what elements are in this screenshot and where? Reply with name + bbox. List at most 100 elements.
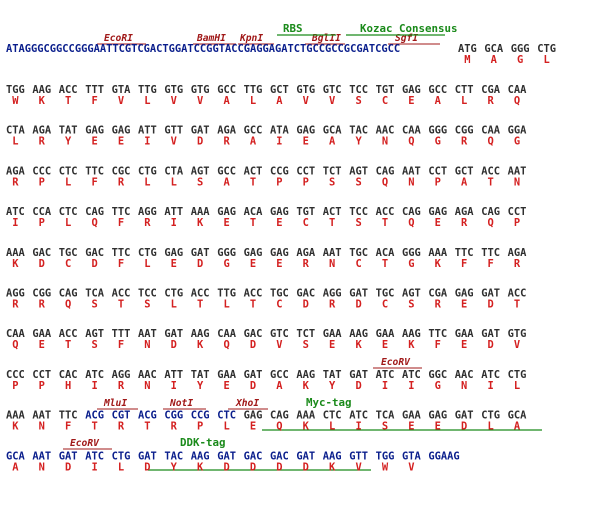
codon: CCG — [191, 410, 210, 422]
codon: CGG — [455, 125, 474, 137]
codon: GAT — [349, 369, 368, 381]
amino-acid: Q — [514, 95, 520, 107]
amino-acid: F — [118, 339, 124, 351]
codon: TTC — [85, 165, 104, 177]
codon: CTG — [138, 247, 157, 259]
amino-acid: E — [435, 217, 441, 229]
codon: AGT — [191, 165, 210, 177]
amino-acid: D — [303, 461, 309, 473]
restriction-site-underlines — [63, 43, 440, 450]
amino-acid: R — [223, 136, 230, 148]
amino-acid: R — [39, 299, 46, 311]
codon: GCT — [270, 84, 289, 96]
codon: AAA — [6, 247, 26, 259]
codon: AAG — [323, 450, 342, 462]
amino-acid: D — [91, 258, 97, 270]
myc-tag-label: Myc-tag — [306, 396, 352, 409]
amino-acid: D — [355, 380, 361, 392]
amino-acid: Y — [329, 380, 336, 392]
codon: GGAAG — [428, 450, 459, 462]
amino-acid: D — [250, 380, 256, 392]
codon: GAC — [244, 450, 263, 462]
codon: GGG — [217, 247, 236, 259]
codon: CTG — [481, 410, 500, 422]
codon: GAG — [112, 125, 131, 137]
amino-acid: G — [435, 380, 441, 392]
codon: ATT — [138, 125, 157, 137]
amino-acid: K — [329, 461, 336, 473]
amino-acid: F — [91, 176, 97, 188]
codon: AAG — [191, 328, 210, 340]
codon: TGT — [376, 84, 395, 96]
amino-acid: L — [487, 421, 493, 433]
codon: CCC — [6, 369, 25, 381]
amino-acid: K — [408, 339, 415, 351]
amino-acid: E — [461, 339, 467, 351]
amino-acid: T — [144, 421, 150, 433]
amino-acid: R — [171, 421, 178, 433]
ecori-label: EcoRI — [104, 33, 133, 44]
codon: GAA — [32, 328, 52, 340]
amino-acid: R — [118, 380, 125, 392]
amino-acid: Y — [197, 380, 204, 392]
codon: GCA — [484, 43, 504, 55]
codon: ACC — [59, 328, 78, 340]
amino-acid: R — [144, 217, 151, 229]
codon: GAC — [244, 328, 263, 340]
codon: AAT — [402, 165, 421, 177]
codon: ACC — [508, 288, 527, 300]
amino-acid: L — [65, 217, 71, 229]
amino-acid: V — [197, 95, 203, 107]
amino-acid: E — [276, 217, 282, 229]
codon: ACT — [323, 206, 342, 218]
amino-acid: L — [144, 258, 150, 270]
amino-acid: C — [303, 217, 309, 229]
amino-acid: A — [461, 176, 468, 188]
amino-acid: E — [408, 95, 414, 107]
codon: GTT — [349, 450, 368, 462]
codon: CTG — [164, 288, 183, 300]
codon: CAA — [402, 125, 422, 137]
amino-acid: I — [171, 217, 177, 229]
codon: CTC — [59, 206, 78, 218]
codon: CTG — [138, 165, 157, 177]
codon: ACT — [244, 165, 263, 177]
amino-acid: C — [355, 258, 361, 270]
codon: ACC — [376, 206, 395, 218]
codon: GAG — [217, 206, 236, 218]
codon: ACG — [85, 410, 104, 422]
amino-acid: A — [12, 461, 19, 473]
codon: ATC — [85, 450, 104, 462]
amino-acid: L — [329, 421, 335, 433]
codon: AGA — [6, 165, 26, 177]
amino-acid: Y — [171, 461, 178, 473]
codon: CGT — [112, 410, 131, 422]
amino-acid: S — [355, 95, 361, 107]
amino-acid: L — [65, 176, 71, 188]
amino-acid: V — [171, 136, 177, 148]
amino-acid: E — [118, 136, 124, 148]
amino-acid: S — [91, 299, 97, 311]
amino-acid: L — [250, 95, 256, 107]
codon: ATC — [376, 369, 395, 381]
amino-acid: T — [65, 339, 71, 351]
codon: GTC — [323, 84, 342, 96]
codon: CCG — [270, 165, 289, 177]
codon: GAG — [296, 125, 315, 137]
amino-acid: T — [382, 217, 388, 229]
codon: GAG — [402, 84, 421, 96]
amino-acid: D — [487, 339, 493, 351]
amino-acid: S — [355, 217, 361, 229]
amino-acid: K — [355, 339, 362, 351]
codon: CGA — [428, 288, 448, 300]
amino-acid: N — [514, 176, 520, 188]
codon: GAT — [481, 328, 500, 340]
amino-acid: V — [276, 339, 282, 351]
codon: AGA — [217, 125, 237, 137]
codon: GGC — [428, 369, 447, 381]
codon: GAG — [85, 125, 104, 137]
codon: CAA — [481, 125, 501, 137]
amino-acid: R — [118, 421, 125, 433]
amino-acid: F — [118, 217, 124, 229]
